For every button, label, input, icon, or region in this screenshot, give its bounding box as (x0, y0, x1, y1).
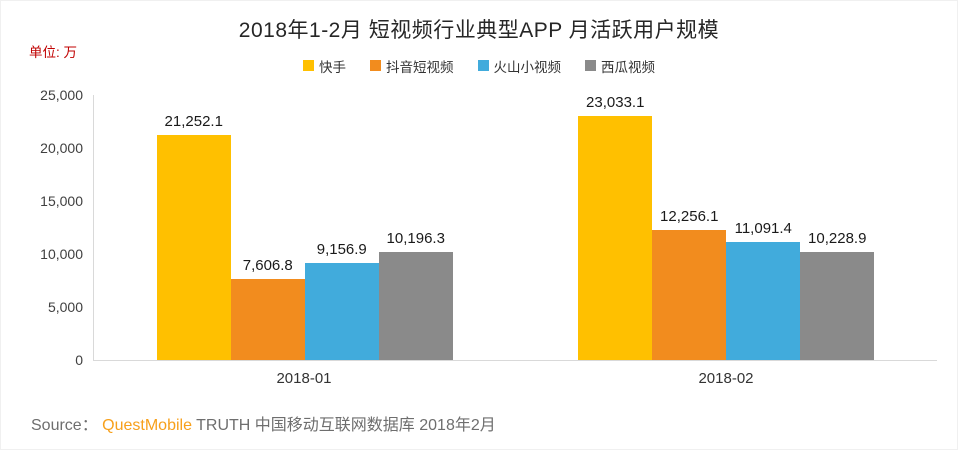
y-axis-tick: 5,000 (47, 299, 83, 315)
bar-douyin-2018-02: 12,256.1 (652, 208, 727, 360)
bar-group-2018-01: 21,252.1 7,606.8 9,156.9 10,196.3 (94, 95, 516, 360)
legend-item-kuaishou: 快手 (303, 56, 346, 76)
legend-label-douyin: 抖音短视频 (386, 59, 454, 75)
legend-label-xigua: 西瓜视频 (601, 59, 655, 75)
bar-value-label: 23,033.1 (586, 94, 645, 111)
bar-value-label: 11,091.4 (734, 220, 792, 237)
bar-value-label: 12,256.1 (660, 208, 719, 225)
bar-xigua-2018-02: 10,228.9 (800, 230, 875, 360)
legend-swatch-huoshan (477, 60, 489, 71)
y-axis-tick: 10,000 (40, 246, 83, 262)
plot-area: 21,252.1 7,606.8 9,156.9 10,196.3 23,033.1 12… (93, 94, 938, 361)
bar-value-label: 9,156.9 (316, 241, 367, 258)
x-axis-label: 2018-02 (698, 370, 754, 387)
source-prefix: Source： (31, 417, 103, 434)
bar-kuaishou-2018-02: 23,033.1 (578, 94, 653, 360)
chart-region: 25,000 20,000 15,000 10,000 5,000 0 21,252.1 7… (1, 87, 957, 368)
legend-label-huoshan: 火山小视频 (493, 59, 562, 75)
legend-item-huoshan: 火山小视频 (477, 56, 562, 76)
source-row: Source： QuestMobile TRUTH 中国移动互联网数据库 201… (31, 411, 957, 435)
unit-label: 单位: 万 (29, 45, 78, 60)
bar-huoshan-2018-01: 9,156.9 (304, 241, 379, 360)
legend-item-douyin: 抖音短视频 (370, 56, 454, 76)
legend: 快手 抖音短视频 火山小视频 西瓜视频 (1, 56, 957, 76)
y-axis: 25,000 20,000 15,000 10,000 5,000 0 (1, 87, 93, 368)
y-axis-tick: 25,000 (40, 87, 83, 103)
bar-douyin-2018-01: 7,606.8 (230, 257, 305, 360)
source-suffix: TRUTH 中国移动互联网数据库 2018年2月 (191, 417, 496, 434)
y-axis-tick: 20,000 (40, 140, 83, 156)
legend-item-xigua: 西瓜视频 (585, 56, 655, 76)
bar-kuaishou-2018-01: 21,252.1 (156, 113, 231, 360)
legend-label-kuaishou: 快手 (319, 59, 346, 75)
x-axis: 2018-01 2018-02 (93, 361, 937, 387)
bar-value-label: 21,252.1 (164, 113, 223, 130)
y-axis-tick: 15,000 (40, 193, 83, 209)
chart-title: 2018年1-2月 短视频行业典型APP 月活跃用户规模 (238, 19, 720, 42)
bar-value-label: 7,606.8 (242, 257, 293, 274)
bar-xigua-2018-01: 10,196.3 (378, 230, 453, 360)
legend-swatch-kuaishou (303, 60, 314, 71)
legend-swatch-xigua (585, 60, 596, 71)
y-axis-tick: 0 (75, 352, 83, 368)
x-axis-label: 2018-01 (276, 370, 332, 387)
bar-value-label: 10,196.3 (386, 230, 445, 247)
bar-huoshan-2018-02: 11,091.4 (726, 220, 801, 360)
source-brand: QuestMobile (102, 417, 192, 434)
bar-value-label: 10,228.9 (808, 230, 867, 247)
legend-swatch-douyin (370, 60, 381, 71)
bar-group-2018-02: 23,033.1 12,256.1 11,091.4 10,228.9 (516, 94, 938, 360)
